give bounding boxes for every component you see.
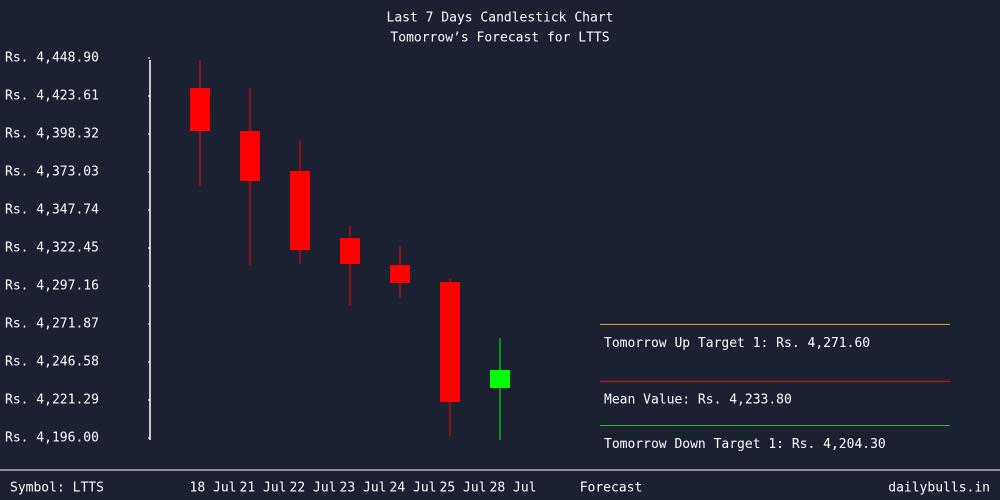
y-tick-label: Rs. 4,271.87 bbox=[5, 317, 99, 332]
forecast-label: Forecast bbox=[580, 481, 643, 496]
candle-body bbox=[290, 170, 310, 251]
symbol: Symbol: LTTS bbox=[10, 481, 104, 496]
y-tick-label: Rs. 4,398.32 bbox=[5, 127, 99, 142]
candle-body bbox=[190, 88, 210, 132]
x-tick-label: 25 Jul bbox=[440, 481, 487, 496]
y-tick-label: Rs. 4,373.03 bbox=[5, 165, 99, 180]
candle-body bbox=[390, 265, 410, 283]
x-tick-label: 21 Jul bbox=[240, 481, 287, 496]
x-tick-label: 23 Jul bbox=[340, 481, 387, 496]
y-tick-label: Rs. 4,196.00 bbox=[5, 431, 99, 446]
forecast-text: Tomorrow Down Target 1: Rs. 4,204.30 bbox=[604, 437, 886, 452]
y-tick-label: Rs. 4,322.45 bbox=[5, 241, 99, 256]
y-tick-label: Rs. 4,221.29 bbox=[5, 393, 99, 408]
y-tick-label: Rs. 4,246.58 bbox=[5, 355, 99, 370]
x-tick-label: 28 Jul bbox=[490, 481, 537, 496]
x-tick-label: 22 Jul bbox=[290, 481, 337, 496]
y-tick-label: Rs. 4,347.74 bbox=[5, 203, 99, 218]
forecast-text: Mean Value: Rs. 4,233.80 bbox=[604, 393, 792, 408]
y-tick-label: Rs. 4,297.16 bbox=[5, 279, 99, 294]
source: dailybulls.in bbox=[888, 481, 990, 496]
chart-title: Last 7 Days Candlestick Chart bbox=[387, 11, 614, 26]
candle-body bbox=[440, 282, 460, 402]
x-tick-label: 18 Jul bbox=[190, 481, 237, 496]
x-tick-label: 24 Jul bbox=[390, 481, 437, 496]
forecast-text: Tomorrow Up Target 1: Rs. 4,271.60 bbox=[604, 336, 870, 351]
candle-body bbox=[340, 238, 360, 265]
candle-body bbox=[240, 131, 260, 182]
y-tick-label: Rs. 4,423.61 bbox=[5, 89, 99, 104]
y-tick-label: Rs. 4,448.90 bbox=[5, 51, 99, 66]
chart-subtitle: Tomorrow’s Forecast for LTTS bbox=[390, 31, 609, 46]
candle-body bbox=[490, 369, 510, 388]
